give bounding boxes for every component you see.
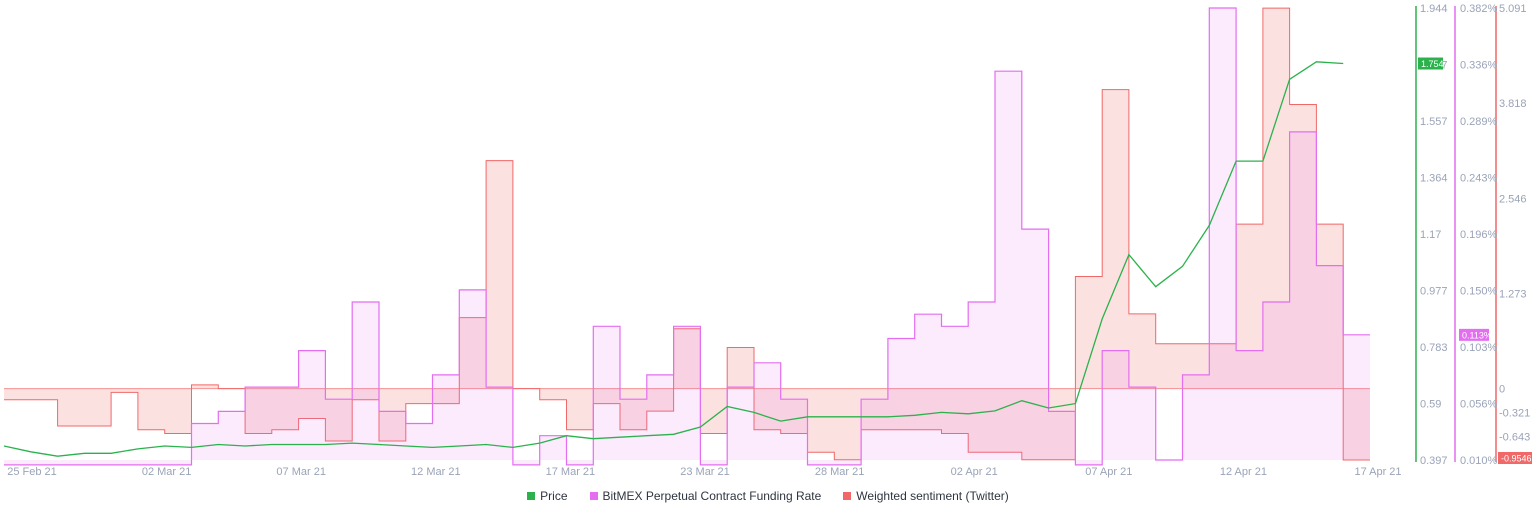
funding-current-tag-bg — [1459, 328, 1489, 341]
sentiment-tick-label: -0.643 — [1499, 432, 1530, 444]
sentiment-tick-label: 3.818 — [1499, 98, 1527, 110]
sentiment-current-tag-bg — [1498, 452, 1532, 464]
price-tick-label: 0.783 — [1420, 342, 1448, 354]
x-tick-label: 28 Mar 21 — [815, 466, 865, 478]
funding-tick-label: 0.196% — [1460, 229, 1498, 241]
funding-tick-label: 0.289% — [1460, 116, 1498, 128]
legend-item-sentiment[interactable]: Weighted sentiment (Twitter) — [843, 489, 1009, 503]
sentiment-swatch — [843, 492, 852, 500]
x-tick-label: 25 Feb 21 — [7, 466, 57, 478]
x-tick-label: 23 Mar 21 — [680, 466, 730, 478]
sentiment-tick-label: 2.546 — [1499, 193, 1527, 205]
price-tick-label: 0.397 — [1420, 455, 1448, 467]
funding-line — [4, 7, 1370, 466]
price-swatch — [527, 492, 536, 500]
price-tick-label: 1.17 — [1420, 229, 1441, 241]
funding-tick-label: 0.336% — [1460, 60, 1498, 72]
x-tick-label: 07 Mar 21 — [276, 466, 326, 478]
sentiment-tick-label: 1.273 — [1499, 288, 1527, 300]
legend-label-funding: BitMEX Perpetual Contract Funding Rate — [602, 489, 822, 503]
funding-area — [4, 8, 1370, 465]
x-tick-label: 02 Mar 21 — [142, 466, 192, 478]
funding-swatch — [589, 492, 598, 500]
funding-layer — [4, 7, 1370, 466]
x-tick-label: 17 Mar 21 — [546, 466, 596, 478]
sentiment-tick-label: 5.091 — [1499, 3, 1527, 15]
x-tick-label: 12 Mar 21 — [411, 466, 461, 478]
price-tick-label: 1.944 — [1420, 3, 1448, 15]
funding-tick-label: 0.103% — [1460, 342, 1498, 354]
legend-item-price[interactable]: Price — [527, 489, 568, 503]
x-tick-label: 17 Apr 21 — [1354, 466, 1401, 478]
funding-current-tag-text: 0.113% — [1462, 330, 1492, 340]
funding-tick-label: 0.150% — [1460, 286, 1498, 298]
funding-current-tag: 0.113% — [1459, 328, 1492, 341]
legend: Price BitMEX Perpetual Contract Funding … — [0, 489, 1536, 503]
x-tick-label: 02 Apr 21 — [951, 466, 998, 478]
sentiment-tick-label: 0 — [1499, 384, 1505, 396]
sentiment-tick-label: -0.321 — [1499, 408, 1530, 420]
sentiment-current-tag: -0.9546 — [1498, 452, 1532, 464]
price-layer — [3, 61, 1344, 457]
legend-item-funding[interactable]: BitMEX Perpetual Contract Funding Rate — [589, 489, 822, 503]
sentiment-current-tag-text: -0.9546 — [1501, 454, 1532, 464]
sentiment-area — [4, 8, 1370, 460]
funding-tick-label: 0.382% — [1460, 3, 1498, 15]
price-tick-label: 0.59 — [1420, 399, 1441, 411]
price-tick-label: 1.364 — [1420, 173, 1448, 185]
price-current-tag-bg — [1418, 57, 1443, 70]
x-tick-label: 12 Apr 21 — [1220, 466, 1267, 478]
funding-tick-label: 0.243% — [1460, 173, 1498, 185]
legend-label-sentiment: Weighted sentiment (Twitter) — [856, 489, 1009, 503]
x-tick-label: 07 Apr 21 — [1085, 466, 1132, 478]
price-line — [3, 61, 1344, 457]
funding-tick-label: 0.056% — [1460, 399, 1498, 411]
price-current-tag: 1.754 — [1418, 57, 1444, 70]
legend-label-price: Price — [540, 489, 568, 503]
price-tick-label: 1.557 — [1420, 116, 1448, 128]
price-current-tag-text: 1.754 — [1421, 59, 1444, 69]
axis-layer: 25 Feb 21 02 Mar 21 07 Mar 21 12 Mar 21 17 M… — [7, 3, 1532, 478]
price-tick-label: 0.977 — [1420, 286, 1448, 298]
funding-tick-label: 0.010% — [1460, 455, 1498, 467]
